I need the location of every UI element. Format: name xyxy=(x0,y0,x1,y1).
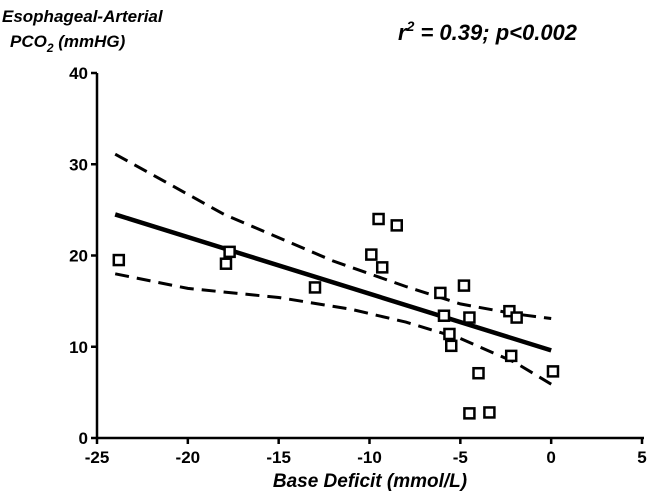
data-point xyxy=(463,311,476,324)
y-tick-label: 0 xyxy=(79,429,88,448)
stats-rest: = 0.39; p<0.002 xyxy=(414,20,577,45)
data-point xyxy=(223,245,236,259)
regression-line xyxy=(114,212,552,353)
y-axis-title-line1: Esophageal-Arterial xyxy=(2,7,164,26)
data-point xyxy=(112,253,126,267)
data-point xyxy=(437,309,451,322)
y-tick-label: 30 xyxy=(69,155,88,174)
y-ticks: 0 10 20 30 40 xyxy=(69,64,97,448)
x-tick-label: -25 xyxy=(85,448,110,467)
x-tick-label: 5 xyxy=(637,448,646,467)
data-point xyxy=(445,339,458,353)
data-point xyxy=(372,212,385,226)
y-tick-label: 40 xyxy=(69,64,88,83)
x-tick-label: 0 xyxy=(546,448,555,467)
data-point xyxy=(503,304,516,318)
data-point xyxy=(483,406,496,419)
data-point xyxy=(504,349,518,363)
y-tick-label: 20 xyxy=(69,247,88,266)
data-point xyxy=(472,366,485,380)
data-point xyxy=(390,219,403,232)
data-points xyxy=(112,212,560,420)
data-point xyxy=(365,248,378,261)
y-axis-title-line2: PCO2 (mmHG) xyxy=(10,32,126,55)
stats-r-superscript: 2 xyxy=(406,18,415,34)
x-tick-label: -5 xyxy=(453,448,468,467)
ci-upper-line xyxy=(114,152,552,320)
stats-r: r xyxy=(398,20,408,45)
data-point xyxy=(219,257,233,270)
y-tick-label: 10 xyxy=(69,338,88,357)
data-point xyxy=(463,407,476,420)
y-axis-title-rest: (mmHG) xyxy=(54,32,126,51)
data-point xyxy=(375,261,389,274)
data-point xyxy=(546,365,560,378)
x-tick-label: -10 xyxy=(357,448,382,467)
x-tick-label: -15 xyxy=(266,448,291,467)
data-point xyxy=(434,286,447,300)
stats-annotation: r2 = 0.39; p<0.002 xyxy=(398,18,578,45)
x-tick-label: -20 xyxy=(176,448,201,467)
y-axis-title-subscript: 2 xyxy=(46,41,54,55)
data-point xyxy=(308,281,322,294)
x-axis-title: Base Deficit (mmol/L) xyxy=(273,471,467,491)
data-point xyxy=(443,327,456,341)
data-point xyxy=(457,279,471,292)
x-ticks: -25 -20 -15 -10 -5 0 5 xyxy=(85,438,647,467)
y-axis-title-main: PCO xyxy=(10,32,47,51)
data-point xyxy=(510,311,523,324)
